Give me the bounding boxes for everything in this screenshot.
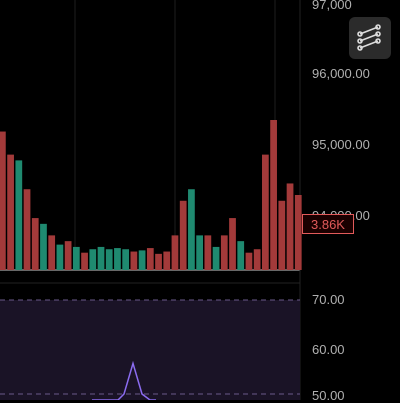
volume-bars: [0, 120, 302, 270]
volume-bar: [245, 252, 253, 270]
volume-bar: [56, 244, 64, 270]
volume-bar: [40, 223, 47, 270]
volume-bar: [163, 251, 171, 270]
volume-bar: [220, 235, 228, 270]
volume-bar: [0, 131, 6, 270]
volume-bar: [48, 235, 56, 270]
volume-bar: [23, 189, 31, 270]
drawing-tools-icon: [357, 24, 381, 51]
volume-bar: [262, 154, 269, 270]
volume-bar: [229, 218, 236, 270]
volume-bar: [188, 189, 195, 270]
rsi-line: [92, 360, 156, 400]
volume-bar: [204, 235, 212, 270]
volume-bar: [270, 120, 277, 270]
volume-bar: [171, 235, 179, 270]
volume-bar: [179, 200, 187, 270]
volume-bar: [286, 183, 294, 270]
volume-bar: [89, 249, 97, 270]
volume-bar: [105, 249, 113, 270]
volume-bar: [81, 252, 88, 270]
volume-bar: [15, 160, 23, 270]
rsi-pane: [0, 300, 300, 400]
volume-bar: [130, 251, 138, 270]
volume-bar: [114, 248, 121, 270]
rsi-label-60: 60.00: [312, 342, 345, 357]
volume-bar: [253, 249, 261, 270]
volume-bar: [122, 249, 130, 270]
volume-bar: [146, 248, 154, 270]
volume-bar: [64, 241, 72, 270]
rsi-label-70: 70.00: [312, 292, 345, 307]
volume-bar: [212, 246, 220, 270]
grid: [74, 0, 276, 270]
volume-bar: [97, 246, 105, 270]
rsi-label-50: 50.00: [312, 388, 345, 403]
volume-bar: [294, 195, 302, 270]
price-label-95000: 95,000.00: [312, 137, 370, 152]
volume-bar: [72, 246, 80, 270]
volume-badge: 3.86K: [302, 214, 354, 234]
price-label-97000: 97,000: [312, 0, 352, 12]
volume-bar: [237, 241, 245, 270]
volume-bar: [31, 218, 39, 270]
volume-bar: [196, 235, 203, 270]
volume-bar: [155, 253, 162, 270]
drawing-tools-button[interactable]: [349, 17, 391, 59]
volume-bar: [278, 200, 286, 270]
volume-bar: [7, 154, 14, 270]
price-label-96000: 96,000.00: [312, 66, 370, 81]
volume-bar: [138, 250, 146, 270]
